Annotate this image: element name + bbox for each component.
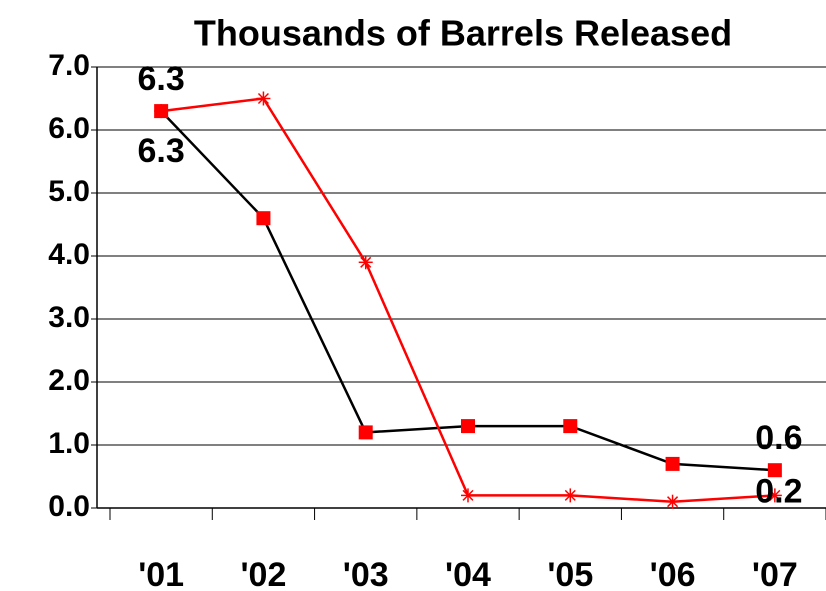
x-tick-label: '03 [343,556,389,591]
data-label: 0.6 [755,419,802,457]
x-tick-label: '04 [445,556,491,591]
marker [461,419,475,434]
marker [461,488,475,503]
marker [665,456,680,471]
x-tick-label: '05 [547,556,593,591]
marker [154,104,169,119]
y-tick-label: 2.0 [48,364,90,397]
x-tick-label: '01 [138,556,184,591]
marker-stroke [155,105,167,117]
marker [563,488,578,503]
marker [665,494,680,509]
x-tick-label: '06 [650,556,696,591]
y-tick-label: 5.0 [48,175,90,208]
marker-stroke [564,489,576,501]
chart-title: Thousands of Barrels Released [194,13,732,54]
y-tick-label: 0.0 [48,490,90,523]
y-tick-label: 4.0 [48,238,90,271]
marker-stroke [667,496,679,508]
marker [256,91,271,106]
marker [563,419,578,434]
y-tick-label: 7.0 [48,49,90,82]
y-tick-label: 1.0 [48,427,90,460]
series-line [160,110,775,472]
marker-stroke [257,92,269,105]
marker [767,488,782,503]
data-label: 0.2 [755,472,802,510]
y-tick-label: 6.0 [48,112,90,145]
data-label: 6.3 [138,60,185,98]
x-tick-label: '07 [752,556,798,591]
marker [358,425,373,440]
marker-stroke [360,256,372,268]
marker [767,463,782,478]
marker-stroke [769,489,781,501]
data-label: 6.3 [138,132,185,170]
marker [358,255,373,270]
y-tick-label: 3.0 [48,301,90,334]
series-line [160,97,775,503]
marker-stroke [462,489,474,501]
marker [256,211,271,226]
x-tick-label: '02 [240,556,286,591]
